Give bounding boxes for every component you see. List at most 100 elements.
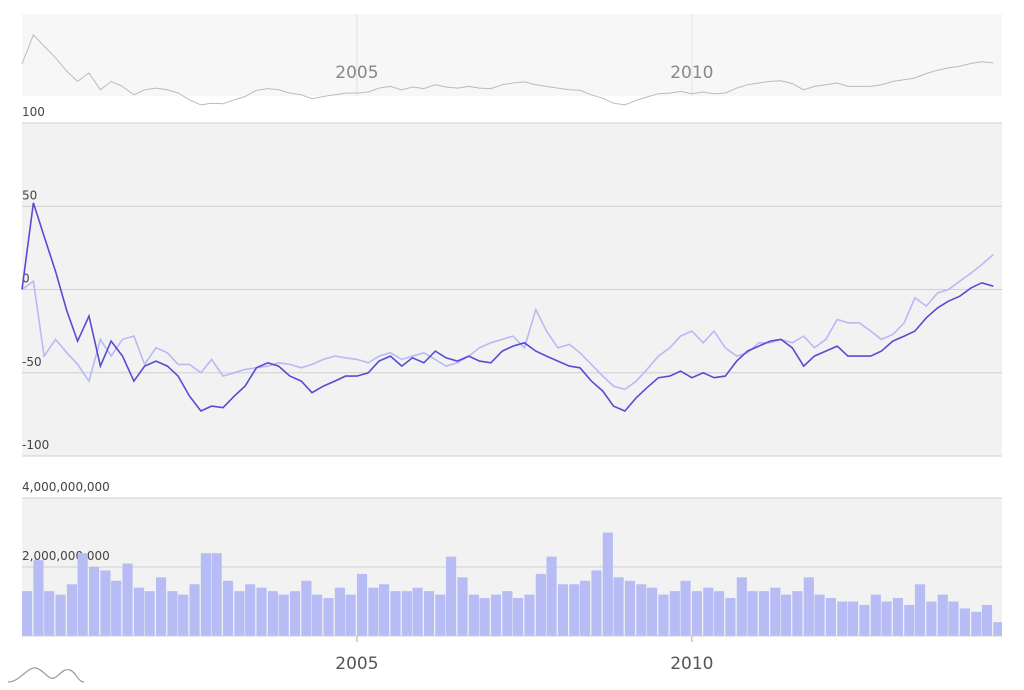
- volume-bar: [167, 591, 178, 636]
- volume-bar: [200, 553, 212, 636]
- y-tick-label: 2,000,000,000: [22, 549, 110, 563]
- scrollbar-tick-label: 2005: [335, 63, 378, 83]
- volume-bar: [55, 594, 66, 636]
- y-tick-label: 0: [22, 272, 30, 286]
- volume-bar: [234, 591, 245, 636]
- volume-bar: [401, 591, 412, 636]
- volume-bar: [356, 573, 368, 636]
- volume-bar: [870, 594, 881, 636]
- volume-bar: [22, 591, 33, 636]
- volume-bar: [334, 587, 345, 636]
- volume-bar: [859, 604, 870, 636]
- scrollbar-tick-label: 2010: [670, 63, 713, 83]
- volume-bar: [758, 591, 770, 636]
- volume-bar: [613, 577, 624, 636]
- volume-bar: [301, 580, 312, 636]
- volume-bar: [646, 587, 658, 636]
- volume-bar: [837, 601, 848, 636]
- scrollbar[interactable]: [22, 14, 1002, 96]
- y-tick-label: 4,000,000,000: [22, 480, 110, 494]
- volume-bar: [792, 591, 803, 636]
- volume-bar: [144, 591, 155, 636]
- volume-bar: [211, 553, 222, 636]
- volume-bar: [636, 584, 647, 636]
- volume-bar: [267, 591, 279, 636]
- volume-bar: [44, 591, 55, 636]
- volume-bar: [479, 598, 490, 636]
- volume-bar: [323, 598, 334, 636]
- volume-bar: [256, 587, 267, 636]
- volume-bar: [423, 591, 435, 636]
- volume-bar: [713, 591, 725, 636]
- volume-bar: [535, 573, 546, 636]
- volume-bar: [658, 594, 669, 636]
- volume-bar: [33, 560, 44, 636]
- volume-bar: [446, 556, 457, 636]
- volume-bar: [457, 577, 468, 636]
- volume-bar: [122, 563, 133, 636]
- line-series: [21, 253, 994, 391]
- y-tick-label: 50: [22, 188, 37, 202]
- y-tick-label: 100: [22, 105, 45, 119]
- volume-bar: [803, 577, 814, 636]
- volume-bar: [747, 591, 758, 636]
- volume-bar: [468, 594, 479, 636]
- volume-bar: [155, 577, 167, 636]
- volume-bar: [680, 580, 691, 636]
- volume-bar: [245, 584, 256, 636]
- volume-bar: [579, 580, 591, 636]
- volume-bar: [524, 594, 535, 636]
- volume-bar: [345, 594, 356, 636]
- volume-bar: [691, 591, 703, 636]
- volume-bar: [289, 591, 301, 636]
- volume-bar: [770, 587, 781, 636]
- volume-bar: [222, 580, 234, 636]
- y-tick-label: -50: [22, 355, 42, 369]
- volume-bar: [914, 584, 926, 636]
- volume-bar: [926, 601, 937, 636]
- line-series: [21, 202, 994, 412]
- volume-bar: [892, 598, 903, 636]
- volume-bar: [546, 556, 557, 636]
- volume-bar: [88, 567, 100, 636]
- volume-bar: [368, 587, 379, 636]
- x-tick-label: 2005: [335, 654, 378, 674]
- volume-bar: [66, 584, 78, 636]
- volume-bar: [278, 594, 289, 636]
- volume-bar: [703, 587, 714, 636]
- volume-bar: [390, 591, 401, 636]
- volume-bar: [736, 577, 747, 636]
- volume-bar: [502, 591, 513, 636]
- volume-bar: [624, 580, 636, 636]
- volume-bar: [100, 570, 111, 636]
- volume-bar: [948, 601, 959, 636]
- volume-bar: [904, 604, 915, 636]
- x-tick-label: 2010: [670, 654, 713, 674]
- volume-bar: [847, 601, 859, 636]
- volume-bar: [435, 594, 446, 636]
- volume-bar: [490, 594, 502, 636]
- volume-bar: [814, 594, 825, 636]
- volume-bar: [981, 604, 993, 636]
- volume-bar: [412, 587, 423, 636]
- volume-bar: [971, 611, 982, 636]
- volume-bar: [513, 598, 524, 636]
- volume-bar: [725, 598, 736, 636]
- volume-bar: [379, 584, 390, 636]
- volume-bar: [937, 594, 948, 636]
- volume-bar: [312, 594, 323, 636]
- volume-bar: [133, 587, 145, 636]
- scrollbar-line: [21, 33, 994, 106]
- volume-bar: [569, 584, 580, 636]
- volume-bar: [591, 570, 602, 636]
- volume-bar: [602, 532, 613, 636]
- volume-bar: [881, 601, 892, 636]
- volume-bar: [780, 594, 792, 636]
- volume-bar: [959, 608, 970, 636]
- y-tick-label: -100: [22, 438, 49, 452]
- logo: [7, 667, 85, 683]
- volume-bar: [825, 598, 836, 636]
- volume-bar: [557, 584, 569, 636]
